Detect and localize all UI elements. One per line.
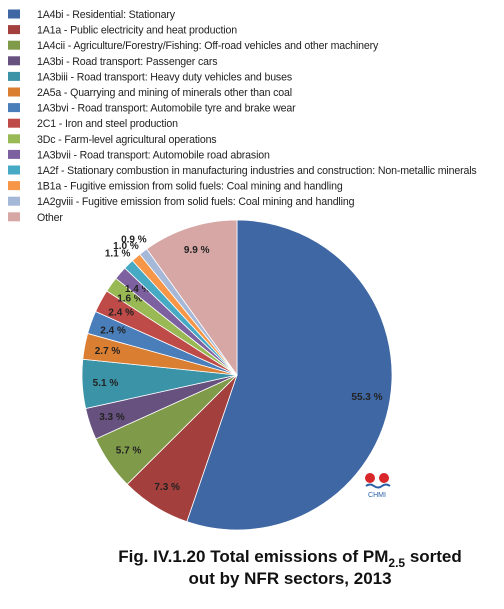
legend-label: Other <box>37 212 63 224</box>
title-part: sorted <box>405 547 462 566</box>
value-label: 2.7 % <box>95 346 121 357</box>
value-label: 1.4 % <box>125 284 151 295</box>
legend-label: 3Dc - Farm-level agricultural operations <box>37 134 216 146</box>
title-subscript: 2.5 <box>388 556 405 570</box>
pie-slice <box>186 219 393 531</box>
logo-wave <box>365 483 391 489</box>
logo-dot <box>379 473 389 483</box>
value-label: 2.4 % <box>100 326 126 337</box>
pie-slice <box>146 219 238 377</box>
value-label: 9.9 % <box>184 245 210 256</box>
legend-label: 2C1 - Iron and steel production <box>37 118 178 130</box>
legend-swatch <box>8 196 20 206</box>
legend-swatch <box>8 87 20 97</box>
legend-swatch <box>8 40 20 50</box>
value-label: 1.6 % <box>117 294 143 305</box>
legend-swatch <box>8 134 20 144</box>
legend-label: 1A1a - Public electricity and heat produ… <box>37 25 237 37</box>
value-label: 5.7 % <box>116 445 142 456</box>
legend-label: 1A3bi - Road transport: Passenger cars <box>37 56 217 68</box>
chart-title: out by NFR sectors, 2013 <box>188 569 391 588</box>
legend-label: 1A2gviii - Fugitive emission from solid … <box>37 196 355 208</box>
legend-swatch <box>8 103 20 113</box>
value-label: 55.3 % <box>351 392 382 403</box>
logo: CHMI <box>365 473 391 499</box>
value-label: 2.4 % <box>108 308 134 319</box>
value-label: 3.3 % <box>99 412 125 423</box>
legend-label: 1A3bvi - Road transport: Automobile tyre… <box>37 103 296 115</box>
logo-dot <box>365 473 375 483</box>
value-label: 5.1 % <box>93 378 119 389</box>
legend-swatch <box>8 9 20 19</box>
legend-swatch <box>8 149 20 159</box>
value-label: 1.1 % <box>105 249 131 260</box>
legend-label: 1A3bvii - Road transport: Automobile roa… <box>37 149 270 161</box>
legend-label: 1B1a - Fugitive emission from solid fuel… <box>37 181 343 193</box>
legend-swatch <box>8 165 20 175</box>
value-label: 7.3 % <box>154 482 180 493</box>
legend-label: 1A4bi - Residential: Stationary <box>37 9 176 21</box>
legend-swatch <box>8 212 20 222</box>
chart-title: Fig. IV.1.20 Total emissions of PM2.5 so… <box>118 547 462 570</box>
legend-label: 1A2f - Stationary combustion in manufact… <box>37 165 477 177</box>
legend-swatch <box>8 181 20 191</box>
legend-swatch <box>8 25 20 35</box>
legend-label: 2A5a - Quarrying and mining of minerals … <box>37 87 292 99</box>
legend-label: 1A3biii - Road transport: Heavy duty veh… <box>37 71 292 83</box>
legend-swatch <box>8 71 20 81</box>
value-label: 0.9 % <box>121 235 147 246</box>
title-part: Fig. IV.1.20 Total emissions of PM <box>118 547 388 566</box>
legend-swatch <box>8 118 20 128</box>
legend-label: 1A4cii - Agriculture/Forestry/Fishing: O… <box>37 40 379 52</box>
legend-swatch <box>8 56 20 66</box>
value-label: 1.0 % <box>113 241 139 252</box>
logo-text: CHMI <box>368 492 386 499</box>
